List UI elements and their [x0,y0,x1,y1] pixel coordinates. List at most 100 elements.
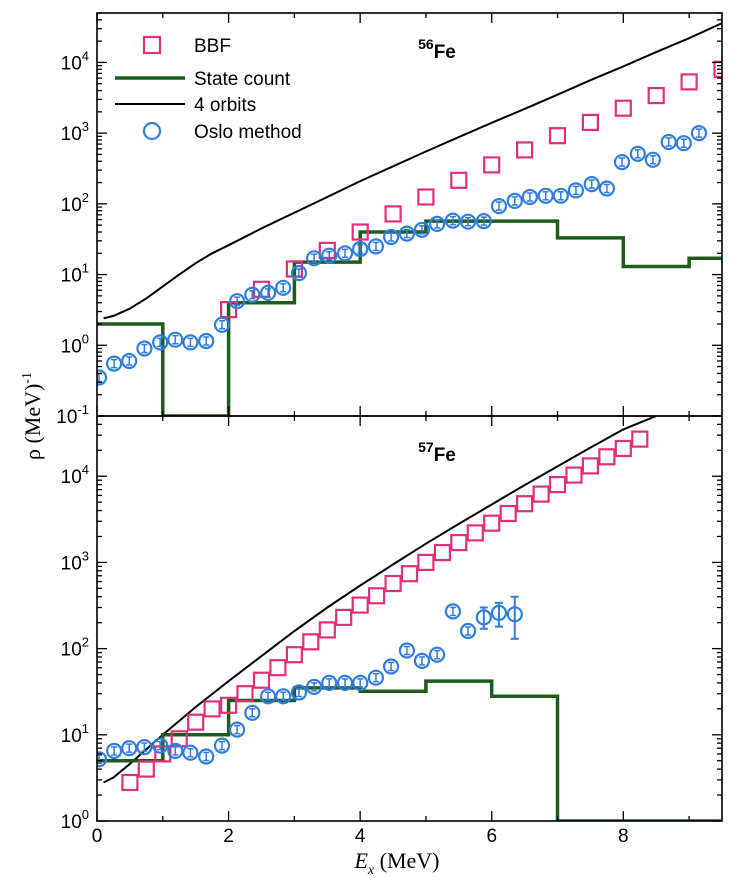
fe56-oslo-point [644,151,662,168]
fe56-oslo-point [398,225,415,242]
legend: BBF State count 4 orbits Oslo method [115,35,302,143]
fe57-y-tick-label: 103 [61,548,89,574]
fe57-frame [96,415,723,822]
fe56-oslo-point [290,265,308,282]
fe56-oslo-point [521,188,539,206]
fe57-bbf-point [335,608,353,627]
fe57-bbf-point [384,574,402,593]
fe56-bbf-point [614,99,632,117]
fe56-oslo-point [490,198,508,215]
fe57-oslo-point [336,674,354,692]
fe57-oslo-point [121,740,138,757]
fe56-bbf-point [417,188,435,206]
fe56-oslo-point [383,228,400,246]
fe56-frame [96,12,723,417]
fe56-oslo-point [352,240,369,258]
fe56-oslo-point [367,238,384,255]
fe56-oslo-point [660,133,677,151]
fe56-oslo-point [121,352,138,370]
fe57-oslo-point [475,609,492,626]
fe57-bbf-point [565,466,583,484]
fe57-oslo-point [367,669,384,686]
fe57-oslo-point [398,642,415,659]
x-axis-label: Ex (MeV) [353,848,439,878]
fe56-y-tick-label: 10-1 [56,402,89,428]
fe56-oslo-point [567,182,585,199]
fe56-bbf-point [515,141,534,159]
fe57-oslo-point [429,646,446,663]
fe57-bbf-point [548,476,567,494]
fe57-oslo-point [506,606,523,623]
fe57-oslo-point [290,684,308,701]
fe56-nucleus-label: 56Fe [418,36,456,63]
x-tick-label: 8 [618,826,629,847]
fe57-bbf-point [515,495,534,513]
axis-labels: Ex (MeV) ρ (MeV)-1 [20,372,440,878]
fe57-oslo-point [444,603,461,620]
fe57-y-tick-label: 101 [61,721,89,747]
fe57-oslo-point [306,678,323,696]
fe56-oslo-point [475,213,492,230]
x-tick-label: 4 [355,826,366,847]
fe57-bbf-point [269,659,287,677]
fe56-oslo-point [105,355,123,372]
fe57-bbf-point [203,700,221,718]
fe56-oslo-point [213,316,231,333]
fe56-orbits-line [103,22,722,320]
fe57-oslo-point [383,658,400,675]
fe57-nucleus-label: 57Fe [418,439,456,466]
fe57-oslo-point [490,604,508,622]
fe57-oslo-point [275,688,292,705]
fe56-y-tick-label: 102 [61,190,89,216]
fe56-oslo-point [598,180,616,197]
fe57-oslo-point [136,738,153,756]
fe57-bbf-point [368,587,386,605]
fe57-y-tick-label: 100 [61,807,89,833]
fe57-bbf-point [302,633,320,651]
fe56-oslo-point [306,250,323,267]
fe56-oslo-point [182,334,199,351]
fe57-bbf-point [351,596,369,614]
fe57-bbf-point [417,553,435,572]
fe56-oslo-point [167,331,184,348]
fe56-series [97,22,722,416]
fe56-bbf-point [647,86,665,105]
fe56-oslo-point [336,245,354,262]
fe56-oslo-point [136,340,153,357]
legend-oslo-marker [142,121,162,141]
legend-label-bbf: BBF [194,36,231,57]
fe56-oslo-point [260,284,277,301]
fe56-y-tick-label: 104 [61,48,89,74]
fe56-oslo-point [198,332,215,350]
fe56-y-tick-label: 103 [61,119,89,145]
fe57-oslo-point [260,688,277,705]
fe57-y-tick-label: 102 [61,635,89,661]
fe57-bbf-point [466,524,484,542]
fe56-oslo-point [244,286,261,303]
fe57-oslo-point [352,674,369,692]
fe57-bbf-point [483,514,501,532]
fe56-panel: 10-1 100 101 102 103 104 56Fe [56,12,723,428]
legend-label-state: State count [194,69,291,90]
fe56-y-tick-label: 100 [61,331,89,357]
fe56-oslo-point [97,369,108,386]
fe57-oslo-point [182,744,199,761]
fe57-oslo-point [167,742,184,760]
fe57-bbf-point [318,621,336,639]
fe56-bbf-point [450,171,468,189]
fe56-oslo-point [506,192,523,209]
fe56-bbf-point [384,205,402,223]
fe56-state-count-line [97,219,722,416]
fe57-oslo-point [229,721,246,738]
fe57-orbits-line [103,416,657,784]
fe57-bbf-point [614,439,632,458]
fe56-bbf-point [220,301,238,319]
fe57-bbf-point [187,713,205,731]
fe56-bbf-point [581,113,600,132]
fe57-panel: 100 101 102 103 104 57Fe 0 2 4 6 8 [61,415,723,847]
fe57-oslo-point [97,751,108,768]
fe57-oslo-point [152,737,169,754]
fe57-bbf-point [433,543,451,562]
fe57-bbf-point [252,671,271,689]
